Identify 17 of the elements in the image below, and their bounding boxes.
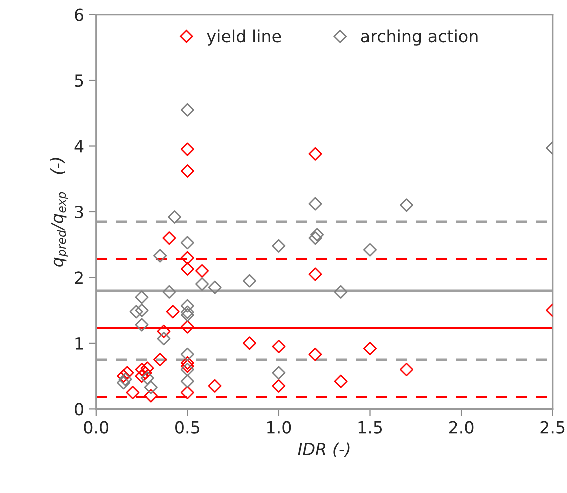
legend-label: yield line: [207, 30, 282, 46]
x-tick-label: 2.0: [450, 421, 474, 434]
y-tick-label: 0: [75, 403, 84, 416]
x-tick-label: 0.0: [84, 421, 109, 434]
y-tick-label: 6: [75, 8, 84, 22]
y-tick-label: 3: [75, 206, 84, 219]
x-tick-label: 1.5: [358, 422, 382, 434]
x-tick-label: 2.5: [540, 421, 565, 434]
x-tick-label: 0.5: [176, 421, 200, 434]
y-tick-label: 2: [75, 272, 83, 284]
text: q$_{pred}$/q$_{exp}$ (-): [50, 158, 68, 267]
y-tick-label: 1: [76, 338, 84, 350]
x-tick-label: 1.0: [268, 421, 292, 434]
legend-label: arching action: [361, 30, 478, 46]
y-tick-label: 4: [74, 140, 84, 153]
x-axis-title: IDR (-): [298, 442, 350, 458]
y-tick-label: 5: [75, 74, 84, 88]
